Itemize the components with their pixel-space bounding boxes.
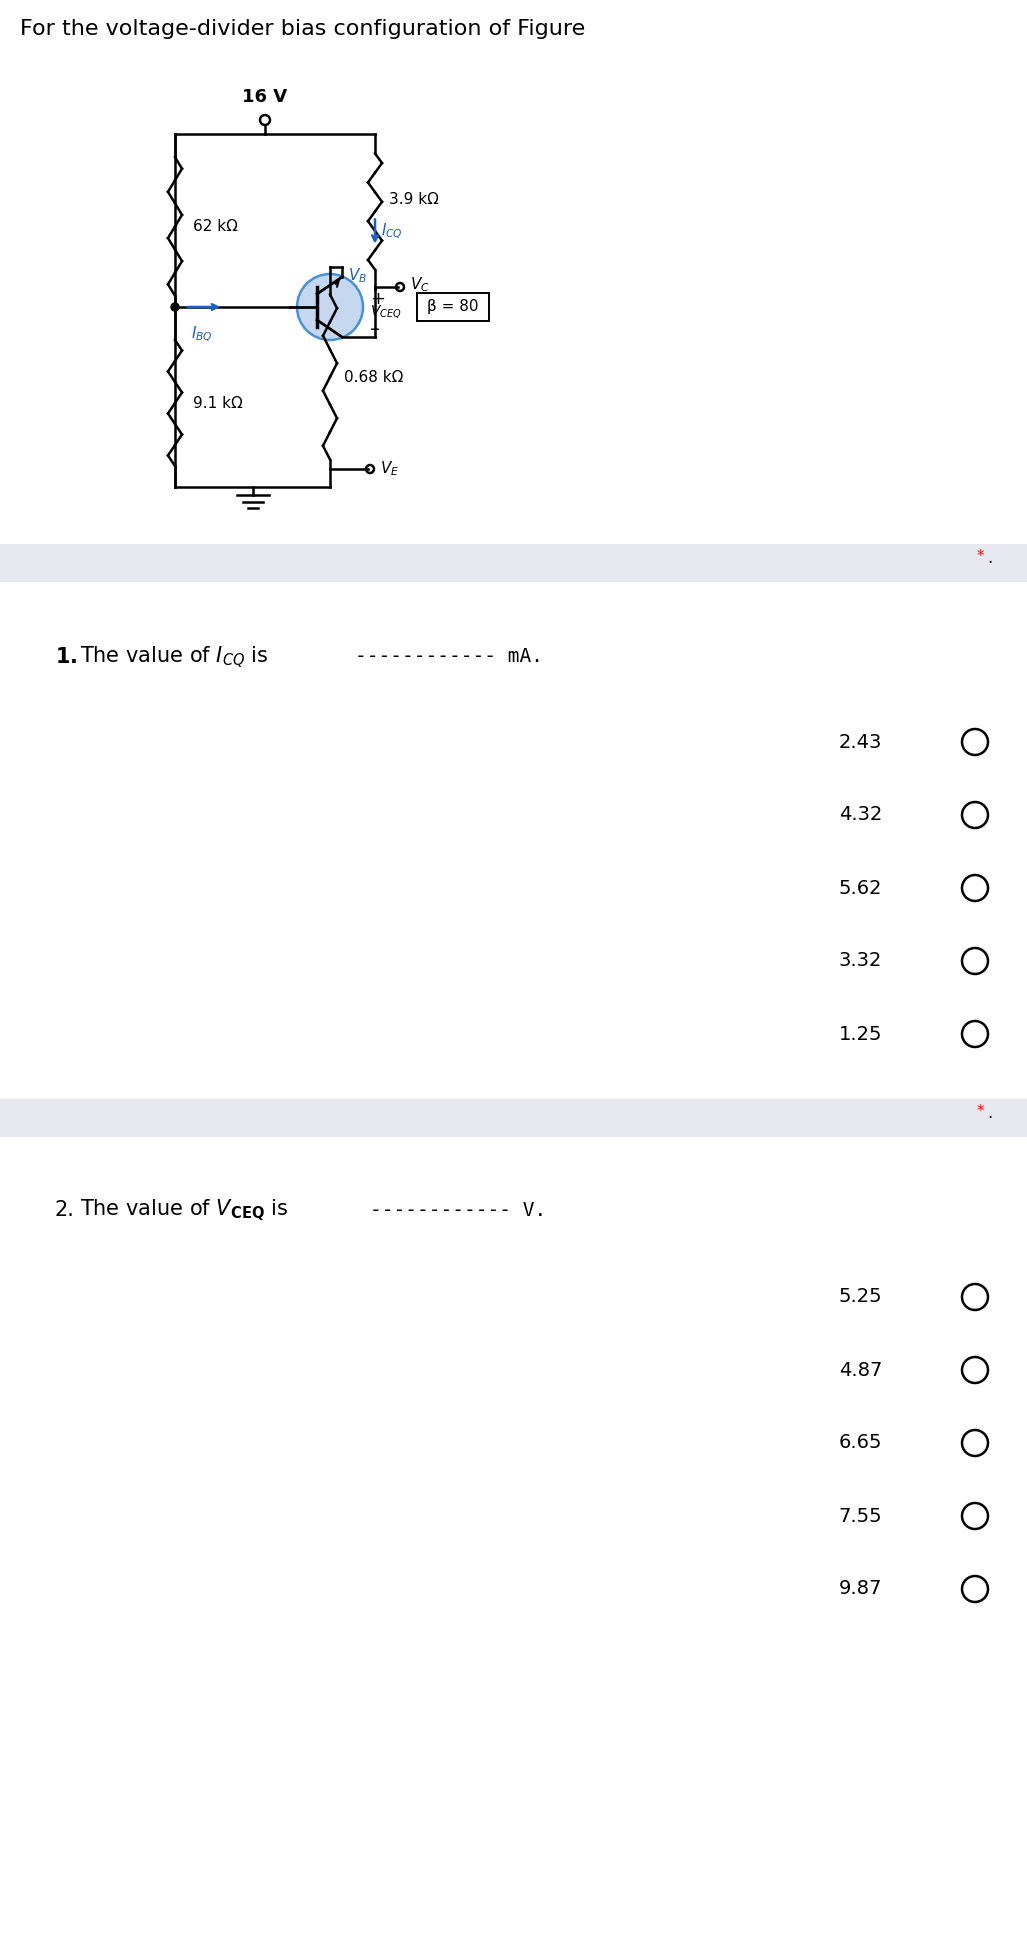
Text: *: * [977,1104,984,1120]
Text: 5.62: 5.62 [838,879,882,897]
Bar [0,1098,1027,1137]
Text: –: – [370,320,380,339]
Text: $V_C$: $V_C$ [410,275,430,294]
Text: 3.32: 3.32 [839,951,882,970]
Text: $V_B$: $V_B$ [348,265,367,285]
Text: ------------ V.: ------------ V. [370,1201,546,1220]
Text: $\mathbf{1.}$: $\mathbf{1.}$ [55,647,77,666]
Text: .: . [987,1104,993,1122]
Text: 1.25: 1.25 [838,1025,882,1044]
Text: 7.55: 7.55 [838,1507,882,1526]
Text: 5.25: 5.25 [838,1288,882,1306]
Text: $V_E$: $V_E$ [380,459,400,478]
Text: The value of $I_{CQ}$ is: The value of $I_{CQ}$ is [80,645,269,670]
Text: 2.: 2. [55,1201,75,1220]
Bar [0,544,1027,581]
Circle shape [172,302,179,312]
Text: For the voltage-divider bias configuration of Figure: For the voltage-divider bias configurati… [20,19,585,39]
Text: 4.87: 4.87 [839,1360,882,1379]
Text: 16 V: 16 V [242,87,288,107]
Bar [417,292,489,322]
Text: *: * [977,548,984,564]
Text: ------------ mA.: ------------ mA. [355,647,543,666]
Text: 3.9 kΩ: 3.9 kΩ [389,192,439,207]
Text: 6.65: 6.65 [838,1433,882,1453]
Text: The value of $\mathbf{\it{V}}_{\mathbf{CEQ}}$ is: The value of $\mathbf{\it{V}}_{\mathbf{C… [80,1197,289,1222]
Text: $V_{CEQ}$: $V_{CEQ}$ [370,304,402,320]
Text: .: . [987,548,993,568]
Text: 9.1 kΩ: 9.1 kΩ [193,395,242,411]
Text: 2.43: 2.43 [839,732,882,752]
Text: $I_{BQ}$: $I_{BQ}$ [191,325,213,345]
Circle shape [297,273,363,341]
Text: 9.87: 9.87 [839,1579,882,1598]
Text: 0.68 kΩ: 0.68 kΩ [344,370,404,385]
Text: $I_{CQ}$: $I_{CQ}$ [381,223,403,240]
Text: β = 80: β = 80 [427,300,479,314]
Text: 62 kΩ: 62 kΩ [193,219,238,234]
Text: 4.32: 4.32 [839,806,882,825]
Text: +: + [370,291,385,308]
